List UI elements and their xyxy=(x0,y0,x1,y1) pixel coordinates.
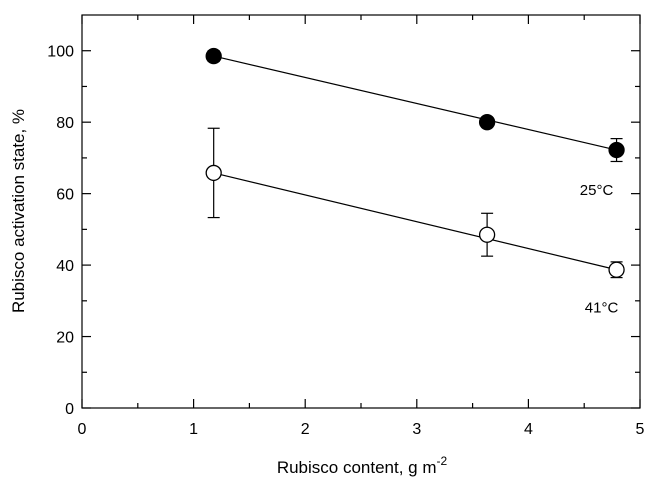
y-tick-label: 20 xyxy=(56,330,74,347)
y-axis-label: Rubisco activation state, % xyxy=(9,109,28,313)
series-41c-point xyxy=(478,226,496,243)
series-25c-point xyxy=(608,141,625,159)
series-25c-point xyxy=(478,114,496,131)
x-tick-label: 2 xyxy=(301,421,310,438)
data-points xyxy=(205,47,625,278)
series-41c-fit-line xyxy=(213,172,617,271)
series-41c-point xyxy=(608,261,625,278)
x-tick-label: 3 xyxy=(412,421,421,438)
y-tick-label: 100 xyxy=(47,44,74,61)
y-tick-label: 60 xyxy=(56,187,74,204)
plot-frame xyxy=(81,14,641,409)
axis-ticks xyxy=(81,15,641,409)
series-41c-point xyxy=(205,164,222,182)
y-tick-label: 40 xyxy=(56,258,74,275)
series-41c-label: 41°C xyxy=(585,300,619,317)
x-tick-label: 4 xyxy=(524,421,533,438)
y-tick-label: 80 xyxy=(56,115,74,132)
error-bars xyxy=(207,50,623,279)
x-tick-label: 0 xyxy=(78,421,87,438)
axis-tick-labels: 0 1 2 3 4 5 0 20 40 60 80 100 xyxy=(47,44,644,438)
x-axis-label-superscript: -2 xyxy=(437,454,448,468)
fit-lines xyxy=(213,55,617,271)
x-axis-label: Rubisco content, g m-2 xyxy=(277,454,448,477)
series-25c-point xyxy=(205,47,222,65)
series-labels: 25°C 41°C xyxy=(580,182,619,317)
x-tick-label: 1 xyxy=(189,421,198,438)
series-25c-fit-line xyxy=(213,55,617,151)
x-axis-label-text: Rubisco content, g m xyxy=(277,458,437,477)
x-tick-label: 5 xyxy=(636,421,645,438)
series-25c-label: 25°C xyxy=(580,182,614,199)
y-tick-label: 0 xyxy=(65,401,74,418)
